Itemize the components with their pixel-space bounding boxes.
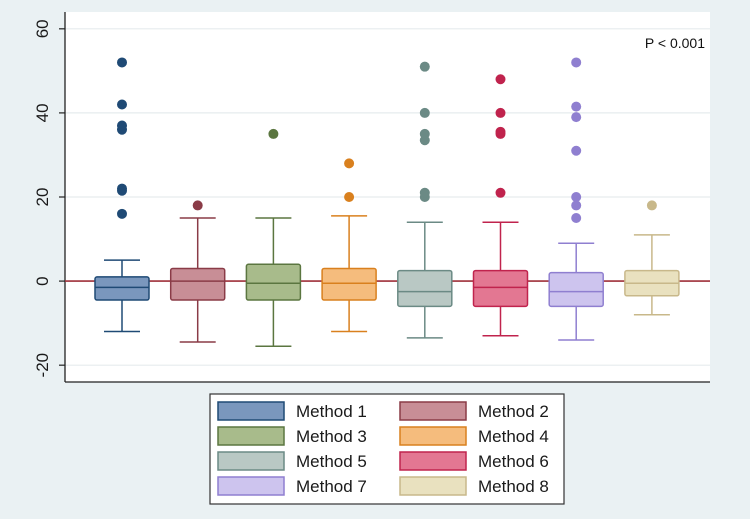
y-tick-label: 20	[33, 188, 52, 207]
outlier-point	[571, 112, 582, 123]
legend-swatch	[399, 451, 467, 471]
box-iqr	[548, 271, 604, 308]
y-tick-label: -20	[33, 353, 52, 378]
outlier-point	[495, 126, 506, 137]
legend-label: Method 3	[296, 427, 367, 446]
box-iqr	[397, 269, 453, 308]
box-iqr	[472, 269, 529, 308]
outlier-point	[571, 145, 582, 156]
outlier-point	[117, 208, 127, 219]
outlier-point	[495, 187, 506, 198]
box-group	[548, 57, 604, 341]
box-group	[169, 200, 226, 343]
legend: Method 1 Method 2 Method 3 Method 4 Method 5…	[209, 393, 565, 505]
outlier-point	[344, 158, 355, 169]
y-axis: -20 0 20 40 60	[33, 12, 710, 383]
box-group	[624, 200, 680, 316]
outlier-point	[344, 192, 355, 202]
legend-label: Method 6	[478, 452, 549, 471]
outlier-point	[495, 74, 506, 85]
outlier-point	[495, 107, 506, 118]
outlier-point	[419, 61, 430, 72]
box-iqr	[94, 276, 150, 301]
outlier-point	[192, 200, 203, 211]
outlier-point	[117, 183, 127, 194]
outlier-point	[419, 187, 430, 198]
legend-label: Method 4	[478, 427, 549, 446]
box-iqr	[169, 267, 226, 301]
legend-swatch	[217, 401, 285, 421]
legend-swatch	[399, 401, 467, 421]
box-group	[397, 61, 453, 339]
boxes	[94, 57, 680, 348]
y-tick-label: 0	[33, 276, 52, 285]
outlier-point	[419, 128, 430, 139]
outlier-point	[117, 120, 127, 131]
legend-swatch	[217, 426, 285, 446]
legend-label: Method 5	[296, 452, 367, 471]
outlier-point	[268, 128, 279, 139]
legend-swatch	[217, 451, 285, 471]
outlier-point	[419, 107, 430, 118]
y-tick-label: 40	[33, 103, 52, 122]
box-group	[472, 74, 529, 337]
p-value-annotation: P < 0.001	[645, 35, 705, 51]
outlier-point	[117, 99, 127, 110]
box-group	[94, 57, 150, 333]
outlier-point	[646, 200, 657, 211]
box-group	[245, 128, 302, 348]
legend-label: Method 1	[296, 402, 367, 421]
outlier-point	[571, 192, 582, 202]
box-group	[321, 158, 377, 333]
box-iqr	[321, 267, 377, 301]
y-tick-label: 60	[33, 19, 52, 38]
outlier-point	[117, 57, 127, 68]
legend-swatch	[399, 426, 467, 446]
legend-swatch	[217, 476, 285, 496]
outlier-point	[571, 101, 582, 112]
legend-label: Method 8	[478, 477, 549, 496]
box-iqr	[245, 263, 302, 301]
outlier-point	[571, 57, 582, 68]
legend-swatch	[399, 476, 467, 496]
outlier-point	[571, 213, 582, 224]
legend-label: Method 2	[478, 402, 549, 421]
outlier-point	[571, 200, 582, 211]
legend-label: Method 7	[296, 477, 367, 496]
